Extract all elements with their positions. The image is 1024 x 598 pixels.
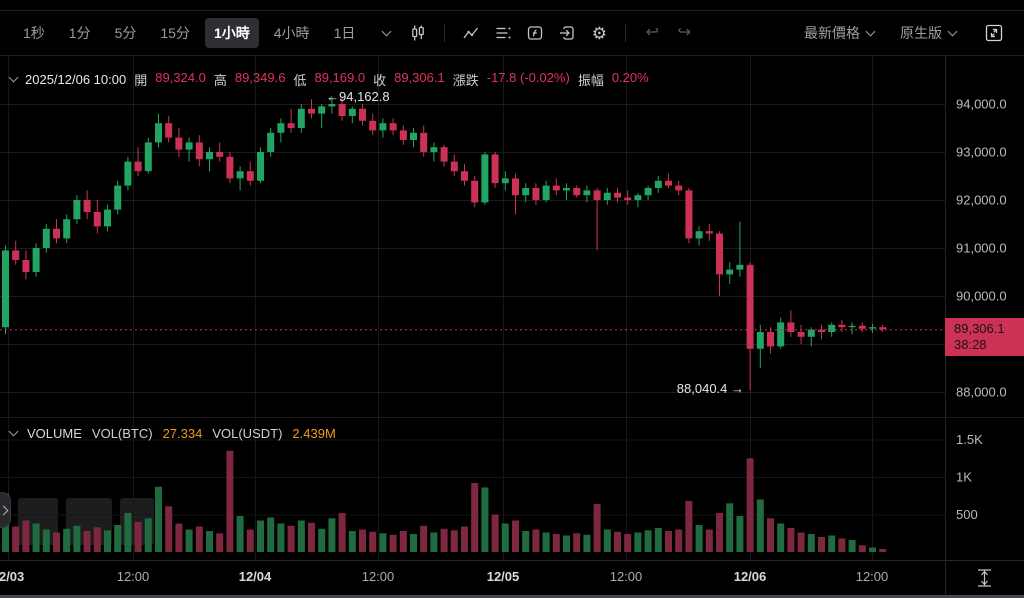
- volume-header: VOLUME VOL(BTC) 27.334 VOL(USDT) 2.439M: [8, 426, 336, 441]
- current-price-value: 89,306.1: [954, 321, 1005, 336]
- volume-values: VOL(BTC) 27.334 VOL(USDT) 2.439M: [92, 426, 336, 441]
- indicators-icon[interactable]: [458, 20, 484, 46]
- chevron-down-icon: [947, 26, 958, 36]
- timeframe-button-0[interactable]: 1秒: [14, 18, 54, 48]
- timeframe-button-1[interactable]: 1分: [60, 18, 100, 48]
- formula-icon[interactable]: [522, 20, 548, 46]
- volume-field-label: VOL(USDT): [212, 426, 283, 441]
- ohlc-info-bar: 2025/12/06 10:00 開 89,324.0 高 89,349.6 低 89,1…: [8, 70, 649, 89]
- candle-timestamp: 2025/12/06 10:00: [25, 72, 127, 87]
- price-axis-label: 88,000.0: [956, 385, 1007, 400]
- timeframe-button-2[interactable]: 5分: [106, 18, 146, 48]
- dropdown-label: 最新價格: [804, 25, 860, 41]
- collapse-chevron-icon[interactable]: [8, 72, 19, 83]
- dropdown-label: 原生版: [900, 25, 942, 41]
- fullscreen-icon[interactable]: [981, 20, 1007, 46]
- time-axis[interactable]: 12/03 12:00 12/04 12:00 12/05 12:00 12/06 12:00: [0, 569, 888, 584]
- timeframe-dropdown-chevron-icon[interactable]: [373, 20, 399, 46]
- volume-field-label: VOL(BTC): [91, 426, 153, 441]
- ohlc-fields: 開 89,324.0 高 89,349.6 低 89,169.0 收 89,306.1 漲跌 -1…: [134, 70, 649, 89]
- timeframe-group: 1秒 1分 5分 15分 1小時 4小時 1日: [14, 18, 370, 48]
- candle-style-icon[interactable]: [405, 20, 431, 46]
- panel-expand-tab[interactable]: [0, 492, 11, 528]
- time-axis-label: 12:00: [856, 569, 889, 584]
- gear-icon[interactable]: ⚙: [591, 23, 607, 43]
- bottom-border: [0, 595, 1024, 598]
- save-layout-icon[interactable]: [554, 20, 580, 46]
- ohlc-field-label: 收: [373, 73, 387, 88]
- volume-series[interactable]: [2, 450, 887, 553]
- ohlc-field-label: 開: [134, 73, 148, 88]
- candle-countdown: 38:28: [954, 337, 987, 352]
- volume-field-value: 27.334: [162, 426, 203, 441]
- ohlc-field-value: 89,306.1: [394, 70, 445, 85]
- toolbar-divider: [625, 24, 627, 42]
- ohlc-field-value: 89,349.6: [234, 70, 286, 85]
- panes-list-icon[interactable]: [490, 20, 516, 46]
- mode-dropdown-0[interactable]: 最新價格: [804, 23, 876, 43]
- ohlc-field-value: 89,324.0: [155, 70, 206, 85]
- volume-field-value: 2.439M: [292, 426, 336, 441]
- price-axis-label: 93,000.0: [956, 145, 1007, 160]
- volume-axis-label: 1K: [956, 470, 972, 485]
- ohlc-field-label: 振幅: [577, 73, 604, 88]
- time-axis-label: 12/05: [487, 569, 520, 584]
- price-axis-label: 90,000.0: [956, 289, 1007, 304]
- time-axis-label: 12/06: [734, 569, 767, 584]
- chevron-down-icon: [865, 26, 876, 36]
- volume-axis-label: 1.5K: [956, 432, 983, 447]
- time-axis-label: 12/03: [0, 569, 24, 584]
- volume-axis-label: 500: [956, 507, 978, 522]
- undo-icon[interactable]: ↩: [645, 24, 660, 41]
- ohlc-field-label: 漲跌: [452, 73, 479, 88]
- time-axis-label: 12/04: [239, 569, 272, 584]
- ohlc-field-label: 低: [293, 73, 307, 88]
- volume-axis[interactable]: 1.5K 1K 500: [956, 432, 983, 522]
- toolbar: 1秒 1分 5分 15分 1小時 4小時 1日: [0, 10, 1024, 56]
- ohlc-field-label: 高: [213, 73, 227, 88]
- ohlc-field-value: 0.20%: [611, 70, 649, 85]
- collapse-chevron-icon[interactable]: [8, 426, 19, 437]
- low-price-annotation: 88,040.4 →: [677, 381, 744, 396]
- volume-title: VOLUME: [27, 426, 82, 441]
- price-axis-label: 94,000.0: [956, 97, 1007, 112]
- price-scale-icon[interactable]: [978, 569, 991, 587]
- ohlc-field-value: -17.8 (-0.02%): [486, 70, 570, 85]
- time-axis-label: 12:00: [362, 569, 395, 584]
- ohlc-field-value: 89,169.0: [314, 70, 366, 85]
- time-axis-label: 12:00: [610, 569, 643, 584]
- price-axis[interactable]: 94,000.0 93,000.0 92,000.0 91,000.0 90,000.0…: [956, 97, 1007, 400]
- mode-dropdown-1[interactable]: 原生版: [900, 23, 958, 43]
- high-price-annotation: ←94,162.8: [326, 89, 390, 104]
- price-axis-label: 91,000.0: [956, 241, 1007, 256]
- timeframe-button-5[interactable]: 4小時: [265, 18, 319, 48]
- dropdown-group: 最新價格 原生版: [804, 23, 958, 43]
- timeframe-button-4[interactable]: 1小時: [204, 18, 259, 48]
- toolbar-right-group: 最新價格 原生版: [804, 20, 1010, 46]
- current-price-label: 89,306.1 38:28: [945, 318, 1024, 356]
- timeframe-button-6[interactable]: 1日: [325, 18, 365, 48]
- price-axis-label: 92,000.0: [956, 193, 1007, 208]
- redo-icon[interactable]: ↪: [677, 24, 692, 41]
- candlestick-series[interactable]: [2, 96, 887, 391]
- chevron-right-icon: [0, 505, 9, 515]
- time-axis-label: 12:00: [117, 569, 150, 584]
- timeframe-button-3[interactable]: 15分: [151, 18, 199, 48]
- toolbar-divider: [444, 24, 446, 42]
